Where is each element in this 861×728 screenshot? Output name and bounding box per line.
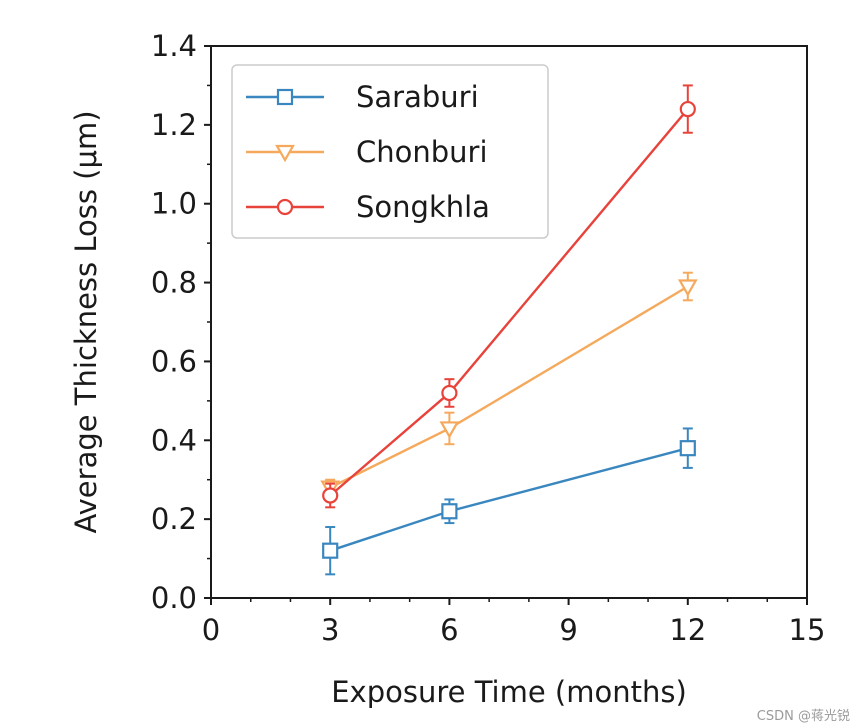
legend-entry-saraburi: Saraburi (246, 80, 479, 114)
x-axis-ticks: 0 3 6 9 12 15 (202, 598, 826, 647)
x-tick-label: 12 (669, 613, 706, 647)
y-tick-label: 0.8 (151, 266, 197, 300)
plot-frame (210, 45, 808, 599)
legend-label: Saraburi (356, 80, 479, 114)
x-tick-label: 3 (321, 613, 339, 647)
legend-entry-chonburi: Chonburi (246, 135, 488, 169)
data-point (322, 487, 339, 504)
legend-marker (276, 198, 294, 216)
legend-marker (276, 88, 294, 106)
x-tick-label: 6 (440, 613, 458, 647)
y-axis-ticks: 0.0 0.2 0.4 0.6 0.8 1.0 1.2 1.4 (151, 29, 211, 615)
data-point (679, 440, 696, 457)
series-layer (320, 84, 698, 576)
x-tick-label: 15 (789, 613, 826, 647)
y-tick-label: 0.0 (151, 581, 197, 615)
y-tick-label: 0.2 (151, 502, 197, 536)
x-axis-label: Exposure Time (months) (331, 675, 687, 709)
series-saraburi (322, 427, 696, 576)
data-point (441, 503, 458, 520)
y-tick-label: 0.4 (151, 423, 197, 457)
data-point (441, 384, 458, 402)
x-tick-label: 0 (202, 613, 220, 647)
x-tick-label: 9 (559, 613, 577, 647)
y-axis-label: Average Thickness Loss (μm) (69, 110, 103, 533)
y-tick-label: 1.0 (151, 187, 197, 221)
series-songkhla (322, 84, 696, 509)
legend-label: Chonburi (356, 135, 488, 169)
legend-marker (275, 144, 295, 163)
y-tick-label: 0.6 (151, 344, 197, 378)
legend-entry-songkhla: Songkhla (246, 190, 490, 224)
data-point (322, 542, 339, 559)
watermark: CSDN @蒋光锐 (757, 709, 850, 724)
legend-box (231, 64, 549, 239)
data-point (439, 421, 460, 439)
data-point (677, 279, 698, 297)
legend: Saraburi Chonburi Songkhla (231, 64, 549, 239)
legend-label: Songkhla (356, 190, 490, 224)
data-point (679, 100, 696, 118)
y-tick-label: 1.4 (151, 29, 197, 63)
y-tick-label: 1.2 (151, 108, 197, 142)
